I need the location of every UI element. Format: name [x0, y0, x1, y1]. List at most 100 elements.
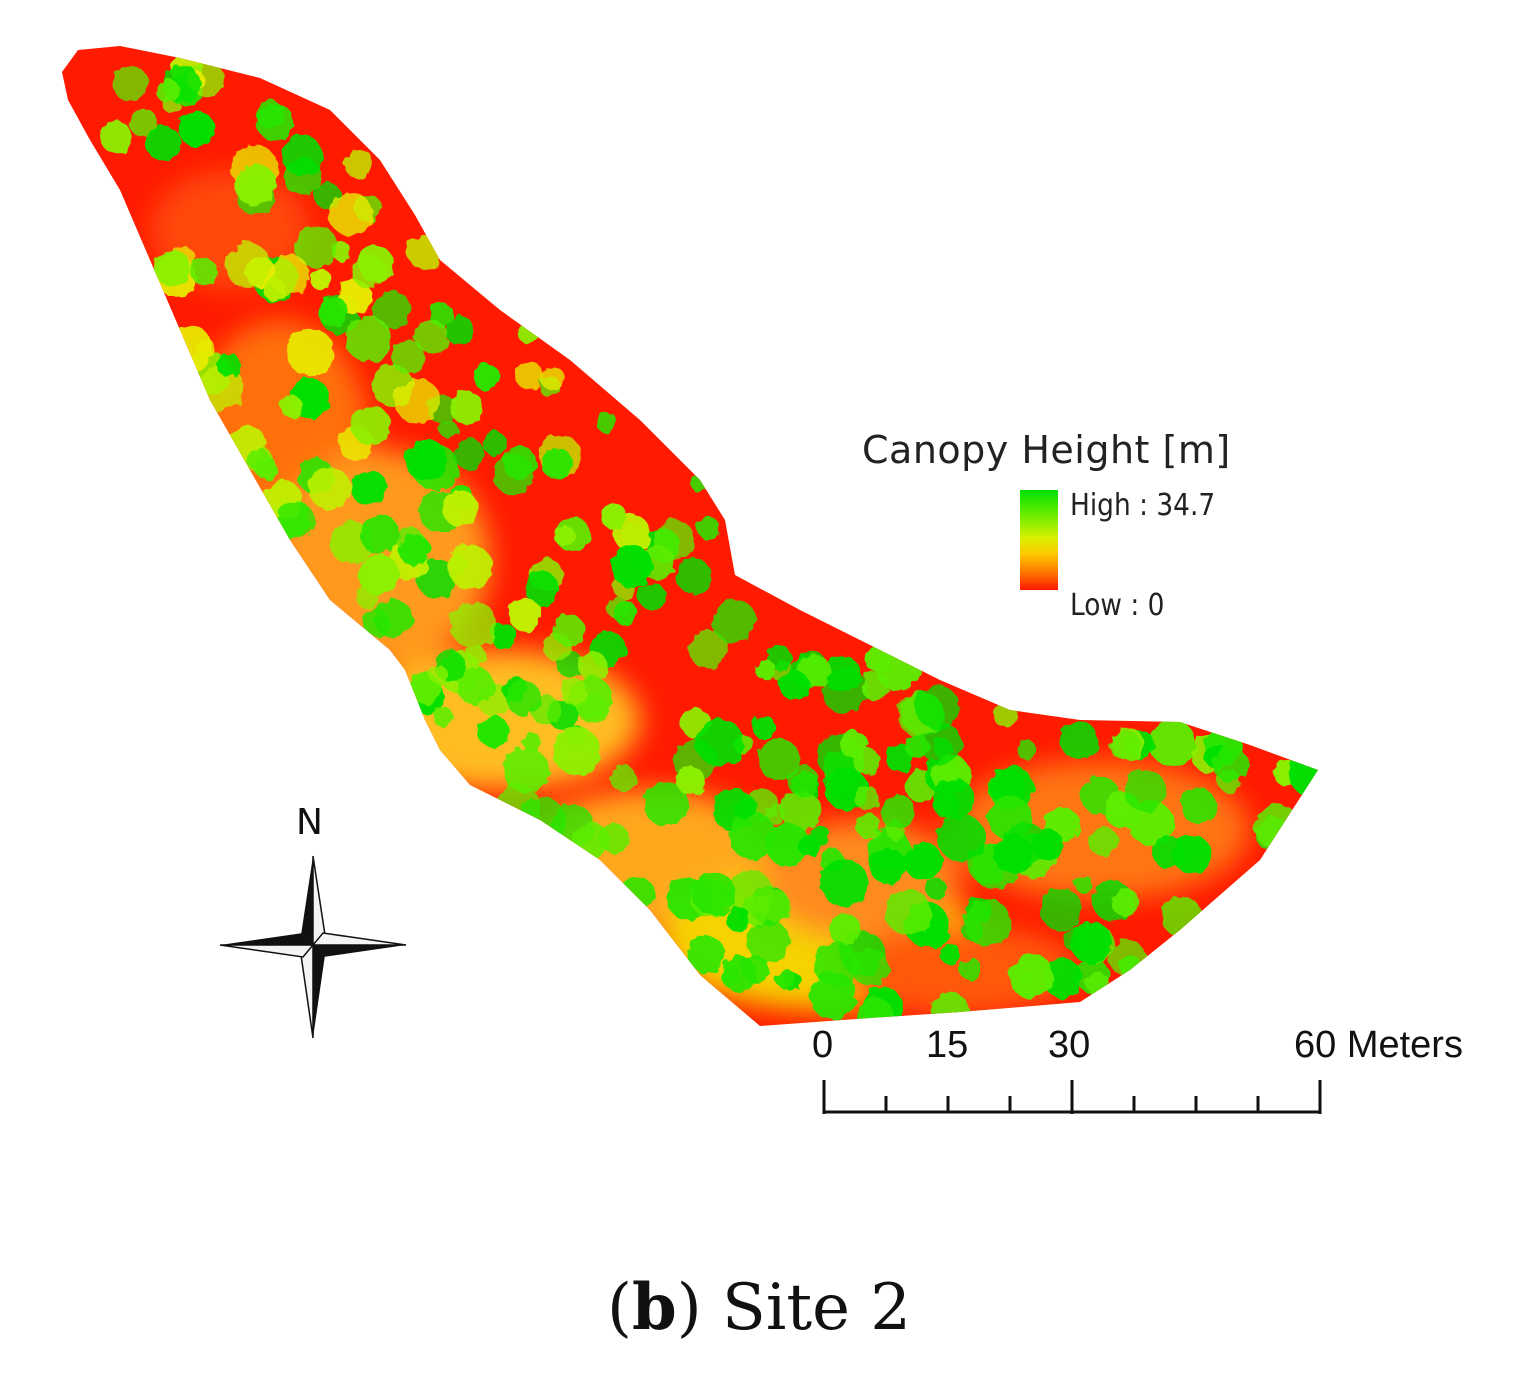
tree-crown	[775, 968, 795, 989]
tree-crown	[925, 878, 947, 900]
tree-crown	[286, 328, 335, 376]
tree-crown	[310, 269, 332, 291]
tree-crown	[505, 680, 541, 716]
tree-crown	[359, 554, 400, 596]
tree-crown	[787, 765, 819, 797]
tree-crown	[687, 935, 726, 973]
tree-crown	[757, 738, 801, 781]
tree-crown	[1108, 939, 1146, 977]
tree-crown	[328, 191, 373, 236]
tree-crown	[450, 601, 498, 649]
tree-crown	[721, 956, 757, 992]
tree-crown	[764, 803, 786, 825]
tree-crown	[829, 913, 861, 946]
tree-crown	[345, 316, 392, 363]
tree-crown	[933, 778, 975, 819]
tree-crown	[993, 703, 1017, 728]
tree-crown	[964, 899, 1012, 947]
tree-crown	[869, 847, 907, 885]
tree-crown	[457, 667, 495, 705]
tree-crown	[1063, 927, 1088, 952]
tree-crown	[697, 516, 720, 540]
tree-crown	[1152, 836, 1186, 869]
tree-crown	[712, 599, 757, 643]
tree-crown	[416, 558, 457, 599]
tree-crown	[178, 110, 215, 147]
tree-crown	[428, 302, 453, 327]
tree-crown	[414, 320, 449, 354]
tree-crown	[153, 249, 191, 287]
tree-crown	[690, 471, 712, 493]
tree-crown	[1124, 769, 1167, 812]
tree-crown	[1213, 747, 1249, 783]
tree-crown	[733, 795, 758, 820]
tree-crown	[145, 125, 181, 161]
tree-crown	[129, 108, 158, 138]
north-arrow	[219, 855, 407, 1039]
tree-crown	[823, 655, 861, 693]
tree-crown	[373, 290, 412, 329]
tree-crown	[155, 78, 179, 102]
tree-crown	[1086, 972, 1110, 996]
tree-crown	[695, 718, 744, 767]
tree-crown	[445, 316, 475, 346]
tree-crown	[407, 235, 442, 270]
scale-label-60: 60 Meters	[1294, 1024, 1463, 1066]
tree-crown	[940, 944, 962, 965]
tree-crown	[1148, 719, 1196, 767]
tree-crown	[880, 794, 916, 830]
tree-crown	[752, 715, 776, 739]
tree-crown	[781, 790, 822, 831]
tree-crown	[216, 352, 241, 377]
tree-crown	[477, 715, 510, 748]
tree-crown	[541, 447, 573, 480]
tree-crown	[653, 519, 695, 561]
tree-crown	[294, 224, 338, 268]
tree-crown	[429, 665, 448, 684]
tree-crown	[503, 747, 549, 794]
tree-crown	[919, 921, 948, 949]
tree-crown	[598, 823, 629, 853]
tree-crown	[515, 361, 543, 390]
tree-crown	[1161, 896, 1203, 938]
tree-crown	[779, 670, 810, 701]
tree-crown	[1016, 740, 1037, 760]
tree-crown	[454, 438, 485, 470]
tree-crown	[351, 253, 387, 289]
tree-crown	[167, 325, 213, 371]
tree-crown	[247, 448, 270, 471]
tree-crown	[279, 395, 303, 418]
tree-crown	[524, 571, 559, 605]
legend-low-label: Low : 0	[1070, 588, 1165, 623]
tree-crown	[728, 811, 776, 860]
tree-crown	[618, 876, 656, 914]
tree-crown	[448, 545, 493, 590]
tree-crown	[256, 100, 286, 130]
tree-crown	[225, 242, 271, 288]
tree-crown	[855, 813, 881, 839]
scale-label-30: 30	[1048, 1024, 1091, 1066]
tree-crown	[675, 558, 712, 594]
tree-crown	[613, 600, 638, 625]
tree-crown	[394, 377, 440, 424]
tree-crown	[601, 504, 628, 531]
tree-crown	[578, 651, 608, 681]
tree-crown	[689, 630, 728, 670]
tree-crown	[754, 659, 776, 680]
tree-crown	[518, 797, 566, 845]
tree-crown	[344, 149, 374, 179]
tree-crown	[317, 296, 349, 327]
caption-letter: b	[631, 1270, 677, 1345]
tree-crown	[492, 453, 534, 495]
tree-crown	[860, 671, 890, 701]
tree-crown	[282, 135, 323, 177]
tree-crown	[1110, 887, 1139, 916]
tree-crown	[433, 707, 454, 728]
tree-crown	[552, 727, 601, 775]
tree-crown	[1040, 888, 1083, 931]
tree-crown	[758, 889, 791, 922]
scale-bar	[822, 1080, 1322, 1114]
tree-crown	[853, 748, 881, 775]
